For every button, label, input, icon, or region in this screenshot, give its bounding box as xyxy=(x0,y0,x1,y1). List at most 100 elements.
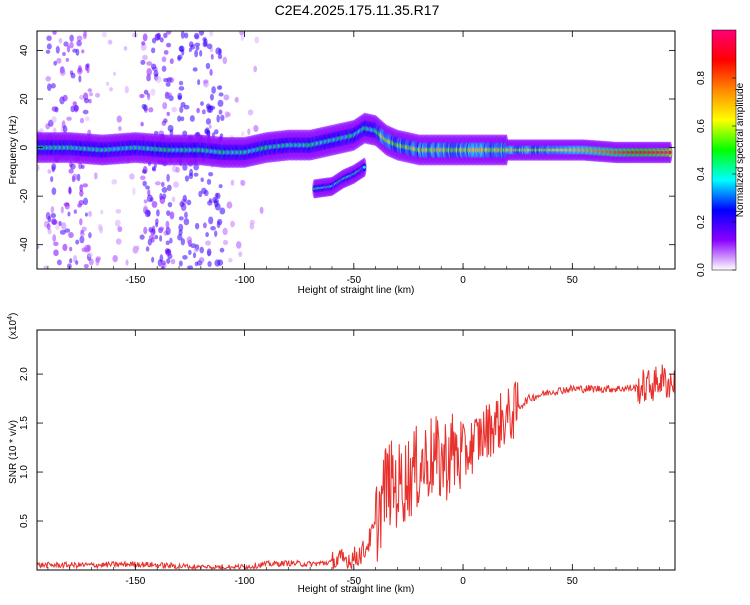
snr-x-ticks: -150 -100 -50 0 50 xyxy=(47,330,661,587)
spectral-speckle xyxy=(198,257,205,264)
spectral-speckle xyxy=(53,60,57,66)
snr-panel: -150 -100 -50 0 50 0.5 1.0 1.5 2.0 Height of st… xyxy=(7,313,676,595)
spectral-speckle xyxy=(67,263,72,269)
spectrogram-heatmap xyxy=(5,31,673,269)
spectral-speckle xyxy=(222,239,229,246)
spectral-speckle xyxy=(118,125,122,132)
spectral-speckle xyxy=(66,116,72,121)
spectral-speckle xyxy=(209,93,214,101)
spectral-speckle xyxy=(68,231,74,239)
spectral-speckle xyxy=(203,222,207,229)
spectral-speckle xyxy=(219,247,225,253)
spectral-speckle xyxy=(194,42,201,47)
spectral-speckle xyxy=(194,247,199,253)
spectral-speckle xyxy=(65,57,70,62)
spectral-speckle xyxy=(173,181,179,188)
spectral-speckle xyxy=(78,65,82,73)
spectral-speckle xyxy=(249,219,255,225)
spectral-speckle xyxy=(30,135,34,140)
spectral-speckle xyxy=(214,259,221,267)
snr-y-label: SNR (10 * v/v) xyxy=(8,420,19,484)
spectral-speckle xyxy=(151,256,155,263)
snr-background xyxy=(37,330,675,570)
spectral-speckle xyxy=(199,246,204,254)
spectral-speckle xyxy=(158,226,165,231)
y-tick-label: -20 xyxy=(19,188,30,203)
ridge-core xyxy=(362,165,366,169)
spectral-speckle xyxy=(193,32,200,40)
spectral-speckle xyxy=(63,41,69,47)
spectral-speckle xyxy=(210,53,214,60)
spectral-speckle xyxy=(180,203,187,212)
spectral-speckle xyxy=(10,235,14,240)
spectral-speckle xyxy=(147,189,151,197)
spectral-speckle xyxy=(205,103,211,110)
spectral-speckle xyxy=(259,206,264,214)
spectral-speckle xyxy=(201,109,206,115)
spectral-speckle xyxy=(154,33,160,41)
spectral-speckle xyxy=(148,234,154,240)
spectral-speckle xyxy=(166,210,171,216)
x-tick-label: 0 xyxy=(460,275,466,286)
spectral-speckle xyxy=(83,197,89,206)
spectral-speckle xyxy=(177,234,183,241)
spectral-speckle xyxy=(217,53,223,60)
spectral-speckle xyxy=(115,238,122,245)
spectral-speckle xyxy=(140,121,144,127)
spectral-speckle xyxy=(161,120,167,126)
spectral-speckle xyxy=(178,223,184,232)
spectral-speckle xyxy=(209,31,214,37)
spectral-speckle xyxy=(247,109,254,116)
spectral-speckle xyxy=(5,37,10,44)
spectral-speckle xyxy=(39,128,44,134)
spectral-speckle xyxy=(79,94,85,100)
spectral-speckle xyxy=(178,80,184,86)
spectral-speckle xyxy=(180,116,185,122)
spectral-speckle xyxy=(239,31,245,36)
y-tick-label: 0.5 xyxy=(19,514,30,528)
spectral-speckle xyxy=(145,246,150,252)
spectral-speckle xyxy=(154,234,159,240)
spectral-speckle xyxy=(141,169,147,174)
spectral-speckle xyxy=(143,89,149,95)
spectral-speckle xyxy=(87,88,93,93)
spectral-speckle xyxy=(50,213,57,219)
spectral-speckle xyxy=(195,45,200,51)
spectral-speckle xyxy=(132,187,136,196)
spectral-speckle xyxy=(124,85,129,94)
spectral-speckle xyxy=(123,46,128,51)
spectral-speckle xyxy=(95,257,101,263)
spectral-speckle xyxy=(212,196,217,204)
spectral-speckle xyxy=(46,223,51,231)
colorbar-tick-label: 0.6 xyxy=(696,119,707,133)
spectral-speckle xyxy=(139,234,145,240)
spectral-speckle xyxy=(79,117,85,124)
spectral-speckle xyxy=(206,43,213,50)
colorbar-tick-label: 0.4 xyxy=(696,167,707,181)
spectral-speckle xyxy=(169,58,174,65)
spectral-speckle xyxy=(163,78,169,83)
spectral-speckle xyxy=(160,181,165,188)
spectral-speckle xyxy=(169,128,174,136)
spectral-speckle xyxy=(168,95,174,102)
spectral-speckle xyxy=(88,92,94,97)
spectral-speckle xyxy=(59,68,66,76)
spectrogram-panel: -150 -100 -50 0 50 -40 -20 0 20 40 Height of str… xyxy=(5,30,676,296)
spectral-speckle xyxy=(100,209,104,215)
spectral-speckle xyxy=(155,218,159,225)
spectral-speckle xyxy=(159,254,164,263)
spectral-speckle xyxy=(46,43,52,50)
spectral-speckle xyxy=(186,199,192,206)
spectral-speckle xyxy=(183,32,189,39)
spectral-speckle xyxy=(69,246,73,252)
spectral-speckle xyxy=(112,255,118,263)
spectral-speckle xyxy=(238,251,243,257)
spectral-speckle xyxy=(150,63,157,70)
spectral-speckle xyxy=(62,125,68,134)
spectral-speckle xyxy=(79,232,85,237)
spectral-speckle xyxy=(208,171,214,177)
spectral-speckle xyxy=(178,45,184,52)
spectral-speckle xyxy=(217,99,224,107)
spectral-speckle xyxy=(201,187,207,195)
spectral-speckle xyxy=(27,38,32,45)
